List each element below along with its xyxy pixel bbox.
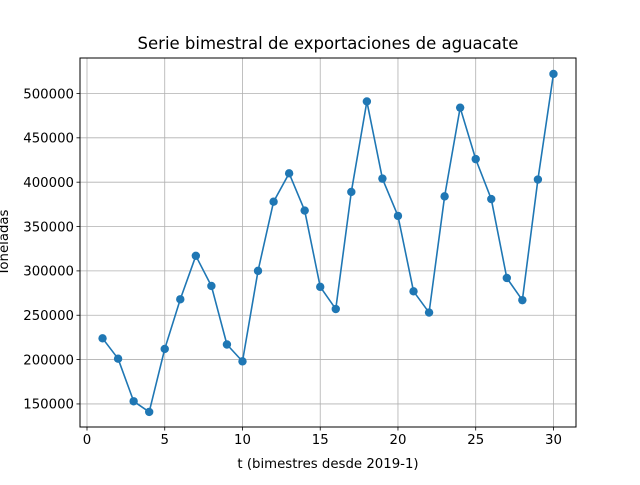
data-point xyxy=(347,187,356,197)
y-tick-label: 250000 xyxy=(23,309,74,324)
y-tick-label: 150000 xyxy=(23,398,74,413)
data-point xyxy=(362,97,372,106)
data-point xyxy=(409,287,418,296)
data-point xyxy=(238,357,247,366)
y-tick-label: 450000 xyxy=(23,132,74,147)
data-point xyxy=(160,344,169,354)
data-point xyxy=(98,334,107,343)
data-point xyxy=(424,308,434,317)
y-tick-label: 500000 xyxy=(23,87,74,102)
data-point xyxy=(269,197,278,206)
x-tick-label: 30 xyxy=(545,433,562,448)
x-tick-label: 25 xyxy=(467,433,484,448)
x-tick-label: 10 xyxy=(234,433,251,448)
data-point xyxy=(502,273,512,283)
data-point xyxy=(129,397,138,406)
data-point xyxy=(518,295,527,305)
x-tick-label: 15 xyxy=(312,433,329,448)
y-tick-label: 300000 xyxy=(23,265,74,280)
data-point xyxy=(191,251,201,261)
data-point xyxy=(300,206,309,215)
data-point xyxy=(284,169,294,178)
data-point xyxy=(487,194,496,204)
series-line xyxy=(101,73,555,413)
x-axis-label: t (bimestres desde 2019-1) xyxy=(237,457,418,472)
data-point xyxy=(253,266,263,276)
data-point xyxy=(176,295,185,304)
x-tick-label: 0 xyxy=(83,433,91,448)
x-tick-label: 5 xyxy=(161,433,169,448)
data-point xyxy=(378,174,387,183)
series-layer xyxy=(98,69,558,417)
y-tick-label: 400000 xyxy=(23,176,74,191)
chart-title: Serie bimestral de exportaciones de agua… xyxy=(138,34,519,53)
data-point xyxy=(144,407,154,417)
x-tick-label: 20 xyxy=(390,433,407,448)
data-point xyxy=(316,282,325,292)
data-point xyxy=(440,192,449,201)
data-point xyxy=(549,69,558,79)
y-axis-label: Toneladas xyxy=(0,209,12,276)
y-tick-label: 200000 xyxy=(23,353,74,368)
data-point xyxy=(331,304,340,314)
data-point xyxy=(113,354,123,363)
data-point xyxy=(222,340,232,349)
data-point xyxy=(471,154,480,164)
data-point xyxy=(393,211,403,221)
tick-layer: 0 5 10 15 20 25 30 150000 200000 250000 300000 3500… xyxy=(23,87,562,448)
data-point xyxy=(207,281,216,291)
data-point xyxy=(533,175,543,184)
data-point xyxy=(455,103,465,112)
y-tick-label: 350000 xyxy=(23,220,74,235)
plot-frame xyxy=(79,57,577,428)
